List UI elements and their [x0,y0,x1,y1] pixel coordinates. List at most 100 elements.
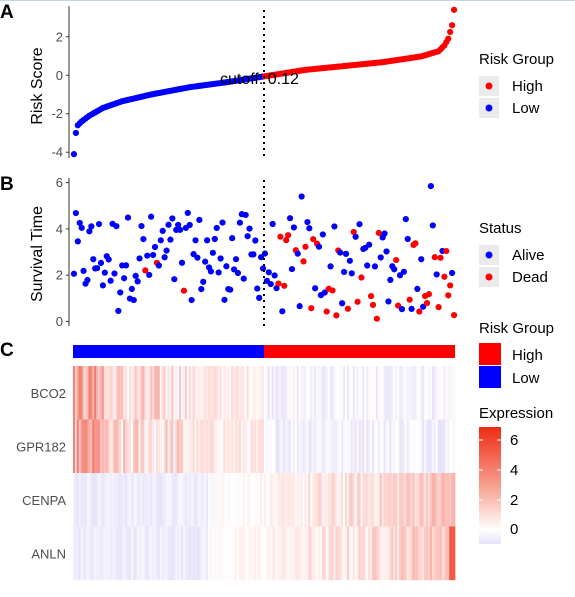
heatmap-cell [200,473,203,527]
survival-point [192,237,199,244]
panel-b-ytick-label: 4 [56,221,63,236]
heatmap-cell [325,419,329,474]
heatmap-cell [375,419,379,474]
heatmap-cell [117,419,120,474]
heatmap-cell [136,526,139,581]
heatmap-cell [225,473,228,527]
heatmap-cell [356,419,359,474]
heatmap-cell [138,473,141,527]
heatmap-cell [437,473,440,527]
heatmap-cell [304,366,307,420]
heatmap-cell [225,366,228,420]
heatmap-cell [163,366,166,420]
panel-a-ytick-label: 2 [56,29,63,44]
heatmap-cell [105,366,109,420]
heatmap-cell [335,419,338,474]
heatmap-cell [399,473,402,527]
heatmap-cell [364,473,367,527]
heatmap-cell [173,419,176,474]
heatmap-cell [400,473,404,527]
heatmap-cell [144,473,147,527]
heatmap-cell [319,473,323,527]
heatmap-cell [321,526,325,581]
heatmap-cell [318,366,321,420]
heatmap-cell [426,419,429,474]
heatmap-cell [161,473,165,527]
survival-point [381,230,388,237]
heatmap-cell [76,366,80,420]
heatmap-cell [262,473,265,527]
heatmap-cell [348,473,352,527]
heatmap-cell [238,366,242,420]
heatmap-cell [119,419,122,474]
heatmap-cell [84,526,87,581]
heatmap-cell [86,419,89,474]
heatmap-cell [154,366,157,420]
heatmap-cell [406,473,410,527]
heatmap-cell [208,473,211,527]
heatmap-cell [165,526,168,581]
heatmap-cell [117,473,120,527]
heatmap-cell [184,473,188,527]
heatmap-cell [159,473,163,527]
heatmap-cell [175,526,178,581]
heatmap-cell [366,366,369,420]
heatmap-cell [229,366,232,420]
survival-point [72,209,79,217]
survival-point [203,237,211,244]
heatmap-cell [304,526,307,581]
heatmap-cell [412,366,415,420]
heatmap-cell [397,526,400,581]
risk-point [72,129,79,137]
heatmap-cell [267,419,271,474]
survival-point [111,270,118,277]
heatmap-cell [115,526,118,581]
heatmap-cell [231,419,234,474]
heatmap-cell [260,419,263,474]
heatmap-cell [240,473,244,527]
heatmap-cell [393,526,396,581]
heatmap-cell [381,419,384,474]
heatmap-cell [393,366,396,420]
heatmap-cell [96,366,99,420]
heatmap-cell [453,366,456,420]
heatmap-cell [300,526,303,581]
legend-b-title: Status [479,220,522,237]
survival-point [356,221,363,228]
heatmap-cell [362,526,365,581]
panel-label-c: C [0,340,14,361]
survival-point [121,275,128,282]
heatmap-cell [335,526,338,581]
heatmap-cell [366,473,369,527]
legend-b-alive-label: Alive [512,247,545,264]
heatmap-cell [121,473,124,527]
heatmap-cell [163,473,166,527]
heatmap-cell [321,419,325,474]
heatmap-cell [277,419,280,474]
heatmap-cell [360,473,363,527]
legend-c-low-label: Low [512,370,540,387]
heatmap-cell [445,419,448,474]
heatmap-cell [275,473,278,527]
risk-point [449,22,456,29]
survival-point [348,270,355,277]
survival-point [367,293,375,300]
heatmap-cell [325,473,329,527]
survival-point [387,276,394,283]
survival-point [366,241,373,248]
heatmap-cell [130,419,134,474]
survival-point [288,265,296,273]
heatmap-cell [360,526,363,581]
heatmap-cell [358,366,361,420]
heatmap-cell [381,366,384,420]
legend-a-low-marker [485,104,493,112]
heatmap-cell [385,419,388,474]
heatmap-cell [184,366,188,420]
heatmap-cell [308,526,311,581]
survival-point [420,303,427,310]
survival-point [215,269,222,276]
heatmap-cell [414,526,417,581]
panel-b-ytick-label: 6 [56,175,63,190]
heatmap-cell [186,419,190,474]
heatmap-cell [302,366,305,420]
